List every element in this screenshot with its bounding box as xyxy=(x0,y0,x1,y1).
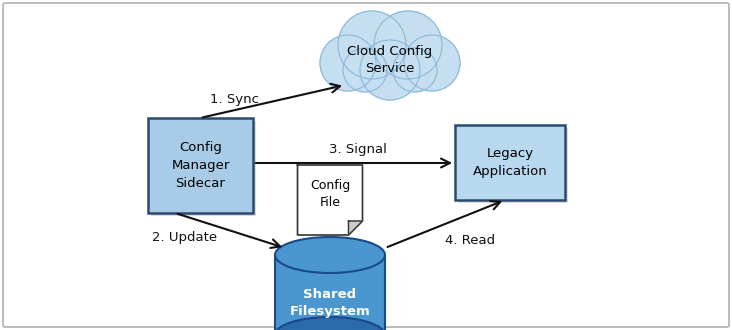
Circle shape xyxy=(393,48,437,92)
Ellipse shape xyxy=(275,237,385,273)
Circle shape xyxy=(404,35,460,91)
Polygon shape xyxy=(297,165,362,235)
Text: 1. Sync: 1. Sync xyxy=(211,93,260,107)
Circle shape xyxy=(343,48,387,92)
FancyBboxPatch shape xyxy=(148,118,253,213)
FancyBboxPatch shape xyxy=(3,3,729,327)
Text: 2. Update: 2. Update xyxy=(152,232,217,245)
Circle shape xyxy=(320,35,376,91)
Circle shape xyxy=(374,11,442,79)
Text: Config
File: Config File xyxy=(310,179,350,209)
FancyBboxPatch shape xyxy=(151,121,256,216)
FancyBboxPatch shape xyxy=(455,125,565,200)
Text: 3. Signal: 3. Signal xyxy=(329,144,387,156)
Text: Cloud Config
Service: Cloud Config Service xyxy=(348,45,433,75)
Ellipse shape xyxy=(275,317,385,330)
Text: Shared
Filesystem: Shared Filesystem xyxy=(290,288,370,318)
Circle shape xyxy=(360,40,420,100)
Polygon shape xyxy=(348,221,362,235)
Circle shape xyxy=(338,11,406,79)
Text: Legacy
Application: Legacy Application xyxy=(473,147,548,178)
Text: 4. Read: 4. Read xyxy=(445,234,495,247)
Text: Config
Manager
Sidecar: Config Manager Sidecar xyxy=(171,141,230,190)
FancyBboxPatch shape xyxy=(458,128,568,203)
Polygon shape xyxy=(275,255,385,330)
